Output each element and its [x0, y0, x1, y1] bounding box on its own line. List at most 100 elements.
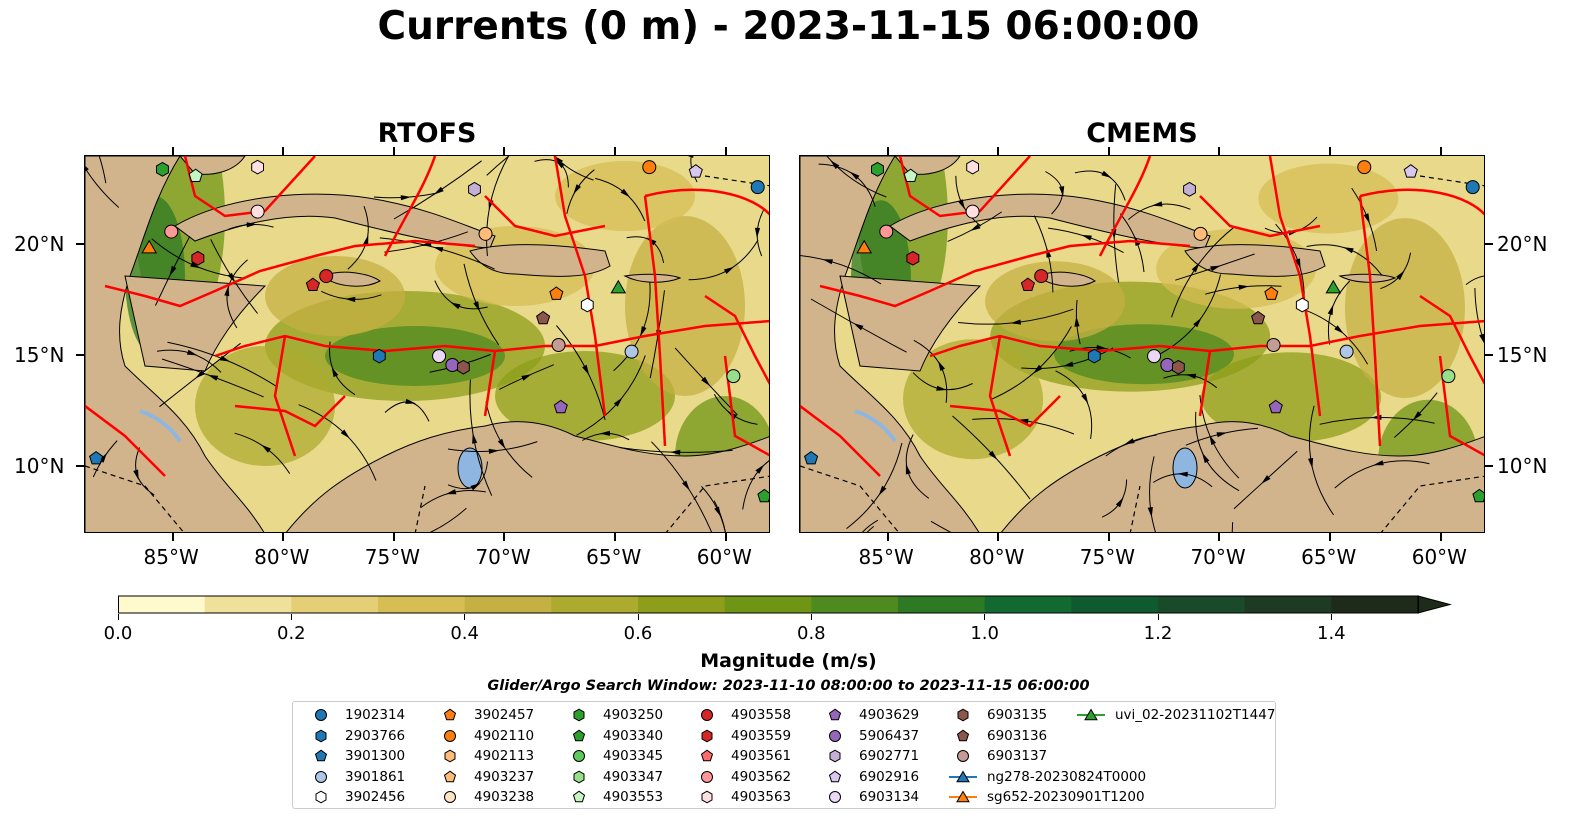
- current-magnitude-patch: [265, 256, 405, 336]
- eez-boundary: [183, 156, 316, 218]
- platform-marker[interactable]: [1251, 310, 1266, 325]
- platform-marker[interactable]: [468, 181, 481, 197]
- platform-marker[interactable]: [1472, 488, 1485, 503]
- streamline-arrow: [497, 438, 506, 449]
- platform-marker[interactable]: [1172, 359, 1185, 375]
- platform-marker[interactable]: [457, 359, 470, 375]
- land-mass: [285, 421, 769, 532]
- argo-marker-icon: [444, 729, 456, 742]
- colorbar-tick-mark: [1330, 614, 1332, 620]
- platform-marker[interactable]: [188, 168, 203, 182]
- platform-marker[interactable]: [372, 348, 386, 364]
- platform-marker[interactable]: [1147, 349, 1162, 364]
- platform-marker[interactable]: [1020, 277, 1035, 291]
- platform-marker[interactable]: [445, 358, 460, 373]
- platform-marker[interactable]: [1264, 286, 1279, 300]
- colorbar-segment: [464, 596, 552, 613]
- argo-marker-icon: [701, 790, 713, 804]
- platform-marker[interactable]: [536, 310, 551, 325]
- streamline-arrow: [714, 506, 721, 517]
- platform-marker[interactable]: [642, 160, 657, 175]
- platform-marker[interactable]: [1160, 358, 1175, 373]
- platform-marker[interactable]: [1295, 297, 1309, 313]
- platform-marker[interactable]: [688, 164, 703, 178]
- platform-marker[interactable]: [305, 277, 320, 291]
- streamline-arrow: [169, 265, 177, 277]
- argo-marker-icon: [315, 770, 327, 783]
- platform-marker[interactable]: [1193, 226, 1208, 241]
- platform-marker[interactable]: [1339, 344, 1354, 359]
- legend-label: 6903136: [987, 727, 1048, 744]
- streamline-arrow: [1074, 316, 1080, 327]
- colorbar-segment: [1331, 596, 1419, 613]
- platform-marker[interactable]: [879, 224, 894, 239]
- platform-marker[interactable]: [1266, 338, 1281, 352]
- x-tick-label: 85°W: [858, 545, 914, 569]
- platform-marker[interactable]: [965, 204, 980, 219]
- argo-marker-icon: [957, 708, 969, 722]
- colorbar-tick-label: 1.4: [1317, 623, 1346, 644]
- colorbar-tick-label: 0.2: [277, 623, 306, 644]
- panel-title-cmems: CMEMS: [1086, 118, 1198, 149]
- map-panel-cmems: [799, 155, 1485, 533]
- platform-marker[interactable]: [1183, 181, 1196, 197]
- platform-marker[interactable]: [432, 349, 447, 364]
- platform-marker[interactable]: [251, 159, 264, 175]
- legend-label: 1902314: [345, 707, 406, 723]
- eez-boundary: [1419, 294, 1484, 385]
- streamline-arrow: [1412, 411, 1422, 421]
- platform-marker[interactable]: [726, 369, 741, 384]
- platform-marker[interactable]: [906, 250, 920, 266]
- x-tick-mark: [392, 533, 395, 541]
- platform-marker[interactable]: [610, 279, 627, 294]
- x-tick-mark: [503, 533, 506, 541]
- platform-marker[interactable]: [1087, 348, 1101, 364]
- platform-marker[interactable]: [1403, 164, 1418, 178]
- platform-marker[interactable]: [1034, 269, 1049, 284]
- eez-boundary: [104, 239, 476, 308]
- platform-marker[interactable]: [549, 286, 564, 300]
- colorbar-segment: [1244, 596, 1332, 613]
- streamline: [486, 156, 510, 176]
- platform-marker[interactable]: [478, 226, 493, 241]
- platform-marker[interactable]: [1268, 399, 1283, 414]
- argo-marker-icon: [315, 729, 327, 742]
- x-tick-mark-top: [997, 147, 1000, 155]
- streamline-arrow: [345, 296, 356, 303]
- streamline-arrow: [473, 301, 480, 312]
- platform-marker[interactable]: [757, 488, 770, 503]
- streamline: [1465, 275, 1484, 285]
- platform-marker[interactable]: [319, 269, 334, 284]
- platform-marker[interactable]: [164, 224, 179, 239]
- platform-marker[interactable]: [156, 161, 169, 177]
- legend-label: 3902457: [474, 707, 535, 723]
- platform-marker[interactable]: [750, 180, 765, 195]
- platform-marker[interactable]: [1357, 160, 1372, 175]
- platform-marker[interactable]: [89, 450, 104, 465]
- platform-marker[interactable]: [191, 250, 205, 266]
- platform-marker[interactable]: [1325, 279, 1342, 294]
- platform-marker[interactable]: [804, 450, 819, 465]
- platform-marker[interactable]: [856, 239, 873, 254]
- platform-marker[interactable]: [580, 297, 594, 313]
- platform-marker[interactable]: [553, 399, 568, 414]
- platform-marker[interactable]: [141, 239, 158, 254]
- x-tick-mark-top: [1218, 147, 1221, 155]
- platform-marker[interactable]: [1465, 180, 1480, 195]
- platform-marker[interactable]: [903, 168, 918, 182]
- platform-marker[interactable]: [551, 338, 566, 352]
- platform-marker[interactable]: [624, 344, 639, 359]
- colorbar-segment: [984, 596, 1072, 613]
- streamline-arrow: [613, 397, 623, 407]
- streamline-arrow: [1396, 270, 1405, 281]
- streamline-arrow: [688, 156, 694, 158]
- x-tick-mark-top: [886, 147, 889, 155]
- x-tick-label: 75°W: [364, 545, 421, 569]
- platform-marker[interactable]: [1441, 369, 1456, 384]
- lake-maracaibo: [457, 447, 483, 489]
- streamline-arrow: [849, 171, 860, 180]
- platform-marker[interactable]: [250, 204, 265, 219]
- current-magnitude-patch: [1258, 163, 1399, 234]
- platform-marker[interactable]: [871, 161, 884, 177]
- platform-marker[interactable]: [966, 159, 979, 175]
